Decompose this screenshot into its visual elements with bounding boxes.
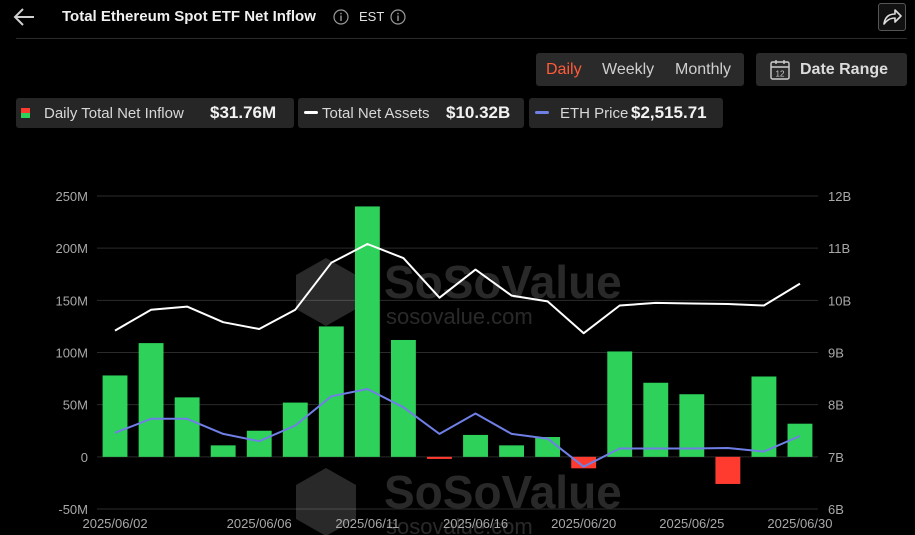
y-right-tick-label: 7B [828,450,844,465]
watermark-brand-2: SoSoValue [384,466,622,518]
y-left-tick-label: 100M [55,346,88,361]
y-right-tick-label: 11B [828,241,850,256]
legend-eth-price[interactable]: ETH Price $2,515.71 [529,98,723,128]
watermark-url: sosovalue.com [386,304,533,329]
header-divider [16,38,907,39]
x-tick-label: 2025/06/11 [335,516,399,531]
bar-swatch-icon [21,108,30,118]
x-tick-label: 2025/06/02 [82,516,147,531]
timezone-info-icon[interactable] [390,9,406,25]
series-lines [114,243,801,468]
inflow-bar[interactable] [463,434,488,457]
inflow-bar[interactable] [751,376,777,457]
inflow-bars [102,206,813,484]
x-tick-label: 2025/06/06 [227,516,292,531]
inflow-bar[interactable] [643,382,669,457]
y-right-tick-label: 9B [828,346,844,361]
inflow-bar[interactable] [210,445,236,457]
tab-monthly[interactable]: Monthly [675,61,732,78]
x-tick-label: 2025/06/30 [767,516,832,531]
x-tick-label: 2025/06/25 [659,516,724,531]
y-left-tick-label: -50M [58,502,88,517]
legend-eth-price-value: $2,515.71 [631,103,707,122]
watermark-url-2: sosovalue.com [386,514,533,535]
y-right-tick-label: 6B [828,502,844,517]
legend-net-assets[interactable]: Total Net Assets $10.32B [298,98,524,128]
y-left-tick-label: 0 [81,450,88,465]
net-assets-line [114,243,801,335]
inflow-bar[interactable] [715,456,741,484]
share-button[interactable] [878,3,906,31]
watermark-brand: SoSoValue [384,256,622,308]
x-tick-label: 2025/06/16 [443,516,508,531]
timezone-label: EST [359,9,385,24]
sosovalue-logo-icon [296,258,356,326]
y-right-tick-label: 10B [828,293,851,308]
share-icon [883,9,902,25]
inflow-bar[interactable] [102,375,128,457]
back-arrow-icon[interactable] [12,6,36,28]
watermark-group: SoSoValue sosovalue.com SoSoValue sosova… [296,256,622,535]
legend-net-inflow[interactable]: Daily Total Net Inflow $31.76M [16,98,294,128]
legend-eth-price-name: ETH Price [560,105,629,122]
eth-price-line [114,388,801,468]
legend-net-inflow-name: Daily Total Net Inflow [44,105,184,122]
y-left-tick-label: 150M [55,293,88,308]
tab-weekly[interactable]: Weekly [602,61,655,78]
inflow-bar[interactable] [174,397,200,457]
y-right-tick-label: 8B [828,398,844,413]
svg-text:12: 12 [776,70,785,79]
y-left-tick-label: 200M [55,241,88,256]
inflow-bar[interactable] [607,351,633,457]
period-toggle: Daily Weekly Monthly [536,53,744,86]
info-icon[interactable] [333,9,349,25]
page-title: Total Ethereum Spot ETF Net Inflow [62,8,316,25]
date-range-button[interactable]: 12 Date Range [756,53,907,86]
inflow-bar[interactable] [318,326,344,457]
inflow-bar[interactable] [246,430,272,457]
inflow-bar[interactable] [427,456,452,459]
tab-daily[interactable]: Daily [546,61,582,78]
inflow-bar[interactable] [571,456,597,469]
calendar-icon: 12 [770,60,790,80]
blue-line-swatch-icon [535,111,549,114]
inflow-bar[interactable] [138,343,164,457]
legend-net-assets-value: $10.32B [446,103,511,122]
sosovalue-logo-icon [296,468,356,535]
y-left-tick-label: 50M [63,398,88,413]
white-line-swatch-icon [304,111,318,114]
inflow-bar[interactable] [499,445,525,457]
date-range-label: Date Range [800,61,889,78]
legend-net-inflow-value: $31.76M [210,103,277,122]
inflow-bar[interactable] [679,394,705,457]
axis-labels: -50M 0 50M 100M 150M 200M 250M 6B 7B 8B 9B 10B 11B 12… [55,189,851,531]
y-left-tick-label: 250M [55,189,88,204]
chart-grid [97,195,818,510]
y-right-tick-label: 12B [828,189,851,204]
legend-net-assets-name: Total Net Assets [322,105,430,122]
top-bar: Total Ethereum Spot ETF Net Inflow EST [0,0,915,36]
x-tick-label: 2025/06/20 [551,516,616,531]
inflow-bar[interactable] [535,437,561,457]
inflow-bar[interactable] [390,339,416,457]
